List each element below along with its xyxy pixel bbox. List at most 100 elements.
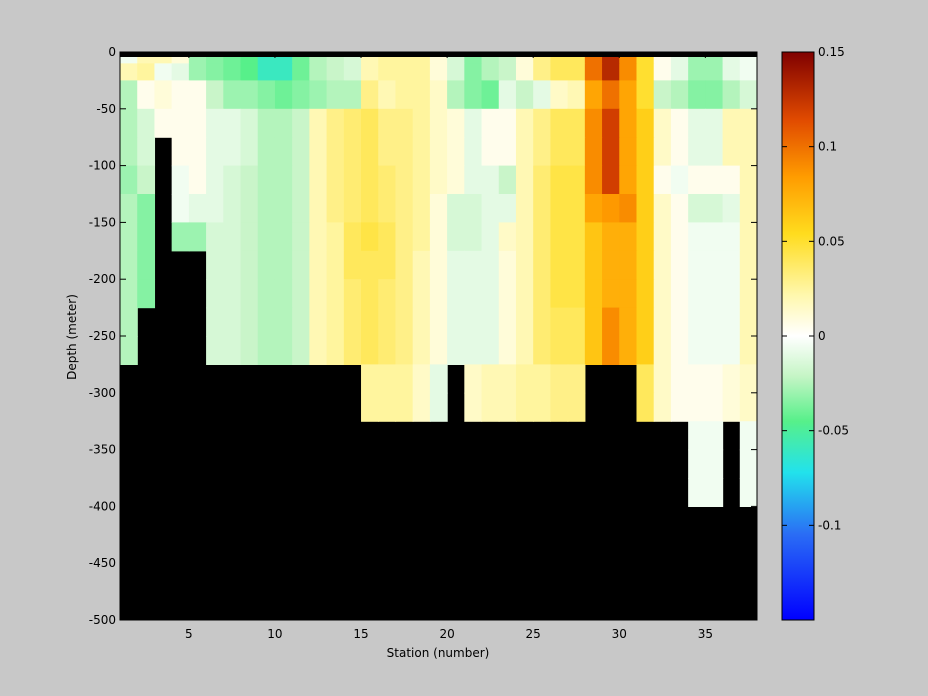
heatmap-cell [137,222,156,252]
x-axis: 5 10 15 20 25 30 35 [185,52,713,641]
heatmap-cell [515,307,534,337]
heatmap-cell [739,364,757,394]
heatmap-cell [137,52,156,64]
heatmap-cell [257,63,276,81]
heatmap-cell [464,336,483,365]
x-tick-label: 30 [612,627,627,641]
heatmap-cell [361,392,379,422]
heatmap-cell [326,108,345,138]
heatmap-cell [550,364,569,394]
heatmap-cell [412,279,431,309]
heatmap-cell [154,63,173,81]
heatmap-cell [395,250,414,280]
heatmap-cell [309,250,328,280]
heatmap-cell [412,80,431,110]
heatmap-cell [464,392,483,422]
heatmap-cell [688,364,706,394]
heatmap-cell [722,250,741,280]
heatmap-cell [619,137,638,167]
heatmap-cell [395,52,414,64]
heatmap-cell [240,279,259,309]
heatmap-cell [378,165,397,195]
heatmap-cell [515,80,534,110]
heatmap-cell [206,52,224,64]
heatmap-cell [429,364,448,394]
heatmap-cell [481,222,500,252]
heatmap-cell [257,108,276,138]
heatmap-cell [584,336,603,365]
heatmap-cell [343,222,362,252]
heatmap-cell [120,250,138,280]
heatmap-cell [739,52,757,64]
heatmap-cell [705,80,724,110]
heatmap-cell [670,250,689,280]
heatmap-cell [567,279,586,309]
heatmap-cell [739,336,757,365]
heatmap-cell [636,222,655,252]
heatmap-cell [309,108,328,138]
heatmap-cell [722,194,741,223]
heatmap-cell [171,165,190,195]
heatmap-cell [533,137,552,167]
heatmap-cell [515,137,534,167]
heatmap-cell [257,307,276,337]
heatmap-cell [498,108,517,138]
heatmap-cell [722,108,741,138]
heatmap-cell [429,250,448,280]
heatmap-cell [464,52,483,64]
heatmap-cell [722,307,741,337]
heatmap-cell [533,222,552,252]
heatmap-cell [515,250,534,280]
heatmap-cell [515,63,534,81]
heatmap-cell [171,194,190,223]
heatmap-cell [636,63,655,81]
heatmap-cell [705,421,724,451]
heatmap-cell [584,80,603,110]
heatmap-cell [206,137,224,167]
heatmap-cell [120,137,138,167]
heatmap-cell [343,250,362,280]
heatmap-cell [636,250,655,280]
heatmap-cell [240,307,259,337]
heatmap-cell [602,137,620,167]
heatmap-cell [533,364,552,394]
heatmap-cell [137,194,156,223]
heatmap-cell [378,194,397,223]
heatmap-cell [154,52,173,64]
heatmap-cell [395,80,414,110]
heatmap-cell [584,52,603,64]
heatmap-cell [670,137,689,167]
heatmap-cell [739,165,757,195]
heatmap-cell [292,80,310,110]
heatmap-cell [567,364,586,394]
heatmap-cell [274,222,293,252]
heatmap-cell [567,336,586,365]
heatmap-cell [292,222,310,252]
heatmap-cell [257,336,276,365]
heatmap-cell [343,336,362,365]
colorbar-tick-label: -0.1 [818,518,841,532]
y-tick-label: -400 [89,499,116,513]
heatmap-cell [670,364,689,394]
heatmap-cell [498,52,517,64]
heatmap-cell [498,279,517,309]
heatmap-cell [567,63,586,81]
heatmap-cell [257,165,276,195]
heatmap-cell [274,52,293,64]
heatmap-cell [636,392,655,422]
heatmap-cell [498,307,517,337]
heatmap-cell [705,108,724,138]
heatmap-cell [343,137,362,167]
heatmap-cell [412,165,431,195]
heatmap-cell [567,222,586,252]
heatmap-cell [343,165,362,195]
heatmap-cell [739,392,757,422]
heatmap-cell [688,392,706,422]
heatmap-cell [602,108,620,138]
heatmap-cell [464,222,483,252]
y-tick-label: -500 [89,613,116,627]
heatmap-cell [653,80,672,110]
y-tick-label: -450 [89,556,116,570]
heatmap-cell [550,194,569,223]
heatmap-cell [223,137,242,167]
